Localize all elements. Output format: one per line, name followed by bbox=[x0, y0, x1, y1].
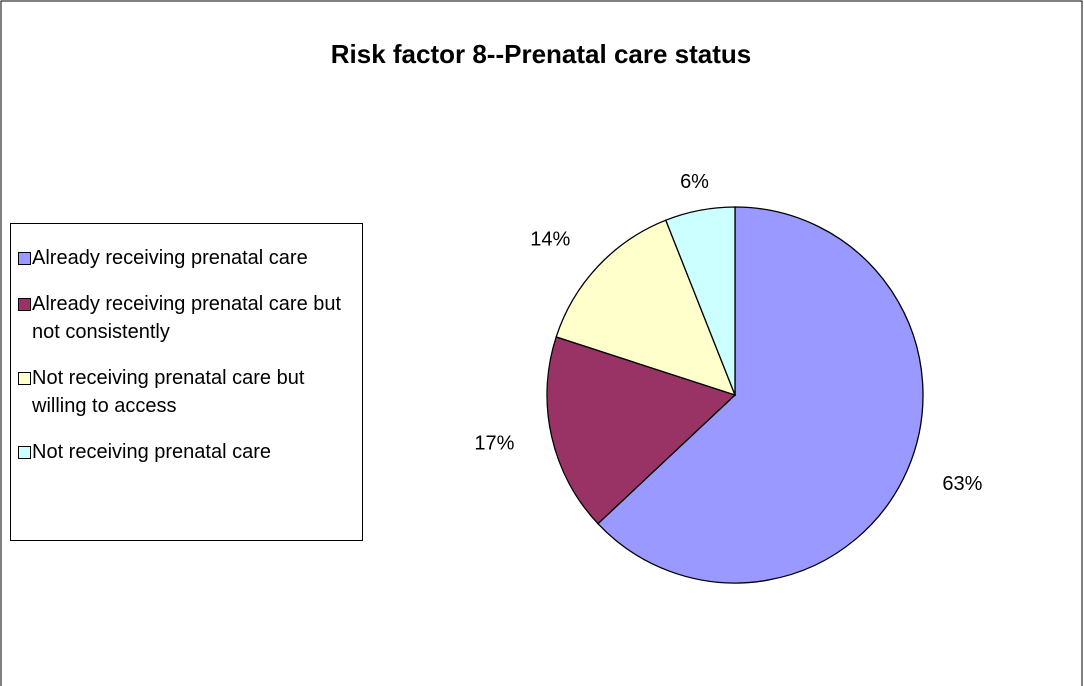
legend-label: Not receiving prenatal care bbox=[32, 441, 272, 463]
pie-slice bbox=[546, 336, 737, 525]
data-label: 63% bbox=[942, 473, 982, 495]
legend-swatch bbox=[18, 298, 31, 311]
legend-swatch bbox=[18, 446, 31, 459]
pie-slice bbox=[664, 206, 736, 396]
legend-item: Not receiving prenatal care but willing … bbox=[11, 364, 347, 420]
legend-item: Already receiving prenatal care but not … bbox=[11, 290, 347, 346]
data-label: 17% bbox=[474, 433, 514, 455]
legend: Already receiving prenatal care Already r… bbox=[10, 223, 363, 541]
legend-label: Already receiving prenatal care bbox=[32, 247, 308, 269]
pie-slice bbox=[597, 206, 924, 584]
legend-item: Already receiving prenatal care bbox=[11, 244, 347, 272]
legend-item: Not receiving prenatal care bbox=[11, 438, 347, 466]
data-label: 14% bbox=[530, 229, 570, 251]
legend-swatch bbox=[18, 372, 31, 385]
legend-label: Already receiving prenatal care but not … bbox=[32, 293, 342, 343]
data-label: 6% bbox=[680, 171, 709, 193]
legend-label: Not receiving prenatal care but willing … bbox=[32, 367, 305, 417]
chart-title: Risk factor 8--Prenatal care status bbox=[331, 39, 752, 69]
legend-swatch bbox=[18, 252, 31, 265]
pie-slice bbox=[555, 219, 737, 397]
